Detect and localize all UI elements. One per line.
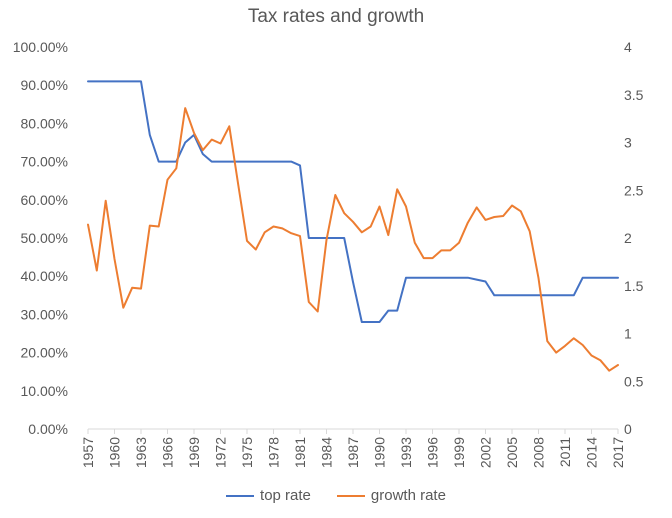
x-tick-label: 2011 bbox=[557, 437, 573, 467]
y-left-tick-label: 0.00% bbox=[28, 421, 68, 437]
y-right-tick-label: 2.5 bbox=[624, 182, 644, 198]
legend-swatch-growth-rate bbox=[336, 494, 365, 497]
x-tick-label: 1981 bbox=[292, 437, 308, 468]
legend-item-top-rate: top rate bbox=[226, 487, 311, 504]
y-left-tick-label: 10.00% bbox=[21, 383, 68, 399]
y-right-tick-label: 0 bbox=[624, 421, 632, 437]
x-tick-label: 1957 bbox=[80, 437, 96, 468]
x-tick-label: 1969 bbox=[186, 437, 202, 468]
x-tick-label: 1963 bbox=[133, 437, 149, 468]
y-right-tick-label: 0.5 bbox=[624, 373, 644, 389]
x-tick-label: 2014 bbox=[584, 437, 600, 468]
series-line-top-rate bbox=[87, 80, 619, 323]
x-tick-label: 2017 bbox=[610, 437, 626, 468]
y-left-tick-label: 40.00% bbox=[21, 268, 68, 284]
series-line-growth-rate bbox=[87, 107, 619, 372]
x-tick-label: 1999 bbox=[451, 437, 467, 468]
x-tick-label: 2002 bbox=[478, 437, 494, 468]
x-tick-label: 1990 bbox=[372, 437, 388, 468]
y-left-tick-label: 60.00% bbox=[21, 192, 68, 208]
y-right-tick-label: 3.5 bbox=[624, 87, 644, 103]
y-right-tick-label: 1 bbox=[624, 326, 632, 342]
y-right-tick-label: 3 bbox=[624, 135, 632, 151]
x-tick-label: 1966 bbox=[160, 437, 176, 468]
y-right-tick-label: 2 bbox=[624, 230, 632, 246]
y-left-tick-label: 20.00% bbox=[21, 345, 68, 361]
legend: top rate growth rate bbox=[0, 487, 672, 504]
legend-label-top-rate: top rate bbox=[260, 487, 311, 504]
y-left-tick-label: 80.00% bbox=[21, 115, 68, 131]
x-tick-label: 2005 bbox=[504, 437, 520, 468]
x-tick-label: 1987 bbox=[345, 437, 361, 468]
y-left-tick-label: 70.00% bbox=[21, 154, 68, 170]
y-left-tick-label: 50.00% bbox=[21, 230, 68, 246]
x-tick-label: 1978 bbox=[266, 437, 282, 468]
x-tick-label: 1984 bbox=[319, 437, 335, 468]
y-left-tick-label: 100.00% bbox=[13, 39, 68, 55]
chart-title: Tax rates and growth bbox=[247, 6, 425, 27]
legend-item-growth-rate: growth rate bbox=[336, 487, 446, 504]
x-tick-label: 1960 bbox=[107, 437, 123, 468]
y-left-tick-label: 90.00% bbox=[21, 77, 68, 93]
x-tick-label: 1996 bbox=[425, 437, 441, 468]
x-tick-label: 1975 bbox=[239, 437, 255, 468]
y-right-tick-label: 1.5 bbox=[624, 278, 644, 294]
legend-swatch-top-rate bbox=[226, 494, 255, 497]
y-left-tick-label: 30.00% bbox=[21, 306, 68, 322]
x-tick-label: 1993 bbox=[398, 437, 414, 468]
x-tick-label: 1972 bbox=[213, 437, 229, 468]
x-tick-label: 2008 bbox=[531, 437, 547, 468]
y-right-tick-label: 4 bbox=[624, 39, 632, 55]
legend-label-growth-rate: growth rate bbox=[370, 487, 446, 504]
